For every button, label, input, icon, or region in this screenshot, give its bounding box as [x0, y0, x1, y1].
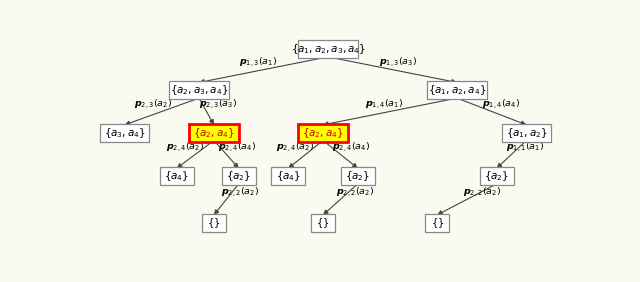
- Text: $\boldsymbol{p}_{1,4}(a_1)$: $\boldsymbol{p}_{1,4}(a_1)$: [365, 97, 403, 111]
- Text: $\{a_2\}$: $\{a_2\}$: [226, 169, 252, 183]
- FancyBboxPatch shape: [202, 214, 226, 232]
- FancyBboxPatch shape: [298, 40, 358, 58]
- FancyBboxPatch shape: [298, 124, 348, 142]
- FancyBboxPatch shape: [100, 124, 150, 142]
- Text: $\{a_4\}$: $\{a_4\}$: [164, 169, 189, 183]
- Text: $\{\}$: $\{\}$: [207, 216, 221, 230]
- Text: $\boldsymbol{p}_{2,3}(a_3)$: $\boldsymbol{p}_{2,3}(a_3)$: [199, 97, 237, 111]
- FancyBboxPatch shape: [222, 167, 255, 185]
- FancyBboxPatch shape: [311, 214, 335, 232]
- Text: $\boldsymbol{p}_{2,4}(a_4)$: $\boldsymbol{p}_{2,4}(a_4)$: [218, 140, 257, 154]
- Text: $\{a_4\}$: $\{a_4\}$: [276, 169, 301, 183]
- FancyBboxPatch shape: [189, 124, 239, 142]
- Text: $\boldsymbol{p}_{2,4}(a_2)$: $\boldsymbol{p}_{2,4}(a_2)$: [276, 140, 314, 154]
- Text: $\boldsymbol{p}_{1,3}(a_1)$: $\boldsymbol{p}_{1,3}(a_1)$: [239, 55, 276, 69]
- Text: $\{a_1,a_2,a_4\}$: $\{a_1,a_2,a_4\}$: [428, 83, 486, 97]
- Text: $\boldsymbol{p}_{2,4}(a_2)$: $\boldsymbol{p}_{2,4}(a_2)$: [166, 140, 204, 154]
- Text: $\{a_2,a_3,a_4\}$: $\{a_2,a_3,a_4\}$: [170, 83, 228, 97]
- Text: $\{a_3,a_4\}$: $\{a_3,a_4\}$: [104, 126, 145, 140]
- Text: $\boldsymbol{p}_{1,1}(a_1)$: $\boldsymbol{p}_{1,1}(a_1)$: [506, 140, 545, 154]
- Text: $\{a_2,a_4\}$: $\{a_2,a_4\}$: [193, 126, 235, 140]
- FancyBboxPatch shape: [502, 124, 551, 142]
- FancyBboxPatch shape: [428, 81, 486, 99]
- Text: $\boldsymbol{p}_{2,2}(a_2)$: $\boldsymbol{p}_{2,2}(a_2)$: [463, 185, 501, 199]
- FancyBboxPatch shape: [160, 167, 193, 185]
- FancyBboxPatch shape: [341, 167, 374, 185]
- FancyBboxPatch shape: [425, 214, 449, 232]
- Text: $\{a_1,a_2\}$: $\{a_1,a_2\}$: [506, 126, 547, 140]
- Text: $\{a_2,a_4\}$: $\{a_2,a_4\}$: [302, 126, 344, 140]
- Text: $\boldsymbol{p}_{2,2}(a_2)$: $\boldsymbol{p}_{2,2}(a_2)$: [335, 185, 374, 199]
- Text: $\{a_2\}$: $\{a_2\}$: [484, 169, 509, 183]
- Text: $\{\}$: $\{\}$: [431, 216, 444, 230]
- Text: $\boldsymbol{p}_{1,3}(a_3)$: $\boldsymbol{p}_{1,3}(a_3)$: [380, 55, 417, 69]
- Text: $\{a_1,a_2,a_3,a_4\}$: $\{a_1,a_2,a_3,a_4\}$: [291, 42, 365, 56]
- FancyBboxPatch shape: [271, 167, 305, 185]
- Text: $\boldsymbol{p}_{2,2}(a_2)$: $\boldsymbol{p}_{2,2}(a_2)$: [221, 185, 259, 199]
- Text: $\boldsymbol{p}_{2,4}(a_4)$: $\boldsymbol{p}_{2,4}(a_4)$: [332, 140, 370, 154]
- Text: $\boldsymbol{p}_{2,3}(a_2)$: $\boldsymbol{p}_{2,3}(a_2)$: [134, 97, 172, 111]
- Text: $\boldsymbol{p}_{1,4}(a_4)$: $\boldsymbol{p}_{1,4}(a_4)$: [481, 97, 520, 111]
- FancyBboxPatch shape: [169, 81, 229, 99]
- FancyBboxPatch shape: [480, 167, 513, 185]
- Text: $\{a_2\}$: $\{a_2\}$: [345, 169, 371, 183]
- Text: $\{\}$: $\{\}$: [316, 216, 330, 230]
